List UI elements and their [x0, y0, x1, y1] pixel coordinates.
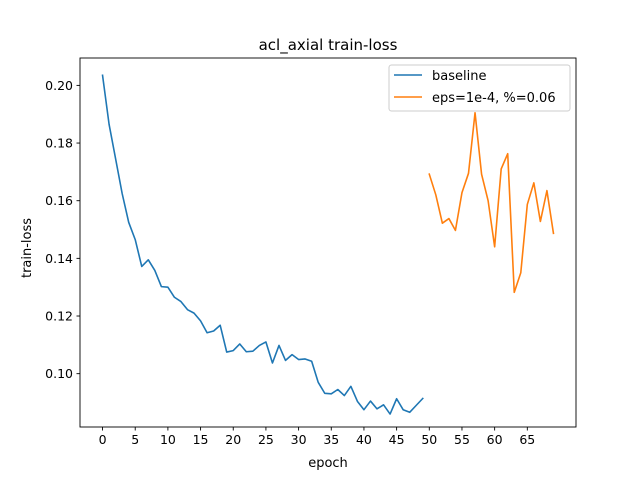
legend-label-1: eps=1e-4, %=0.06: [432, 91, 556, 106]
x-tick-label: 50: [421, 432, 437, 447]
y-tick-label: 0.14: [45, 251, 73, 266]
y-axis-label: train-loss: [20, 218, 35, 278]
axes-frame: [79, 57, 577, 428]
x-tick-label: 40: [356, 432, 372, 447]
x-axis-label: epoch: [308, 456, 348, 471]
legend-box: [388, 64, 571, 112]
x-tick-label: 35: [323, 432, 339, 447]
chart-title: acl_axial train-loss: [259, 36, 398, 55]
x-tick-label: 55: [454, 432, 470, 447]
series-line-1: [428, 111, 555, 294]
y-tick-label: 0.10: [45, 366, 73, 381]
y-tick-label: 0.18: [45, 136, 73, 151]
x-tick-label: 10: [160, 432, 176, 447]
y-tick-label: 0.20: [45, 78, 73, 93]
x-tick-label: 65: [519, 432, 535, 447]
x-tick-label: 25: [258, 432, 274, 447]
x-tick-label: 30: [291, 432, 307, 447]
x-tick-label: 15: [193, 432, 209, 447]
y-tick-label: 0.16: [45, 193, 73, 208]
series-line-0: [101, 74, 424, 415]
legend: baseline eps=1e-4, %=0.06: [388, 64, 571, 112]
legend-label-0: baseline: [432, 69, 486, 84]
x-tick-label: 0: [99, 432, 107, 447]
y-tick-label: 0.12: [45, 309, 73, 324]
x-tick-label: 60: [487, 432, 503, 447]
x-tick-label: 5: [131, 432, 139, 447]
plot-area: 0 5 10 15 20 25 30 35 40 45 50 55 60 65 0.10 0.12 0.14 0.…: [45, 57, 577, 447]
x-tick-label: 20: [225, 432, 241, 447]
x-tick-label: 45: [389, 432, 405, 447]
